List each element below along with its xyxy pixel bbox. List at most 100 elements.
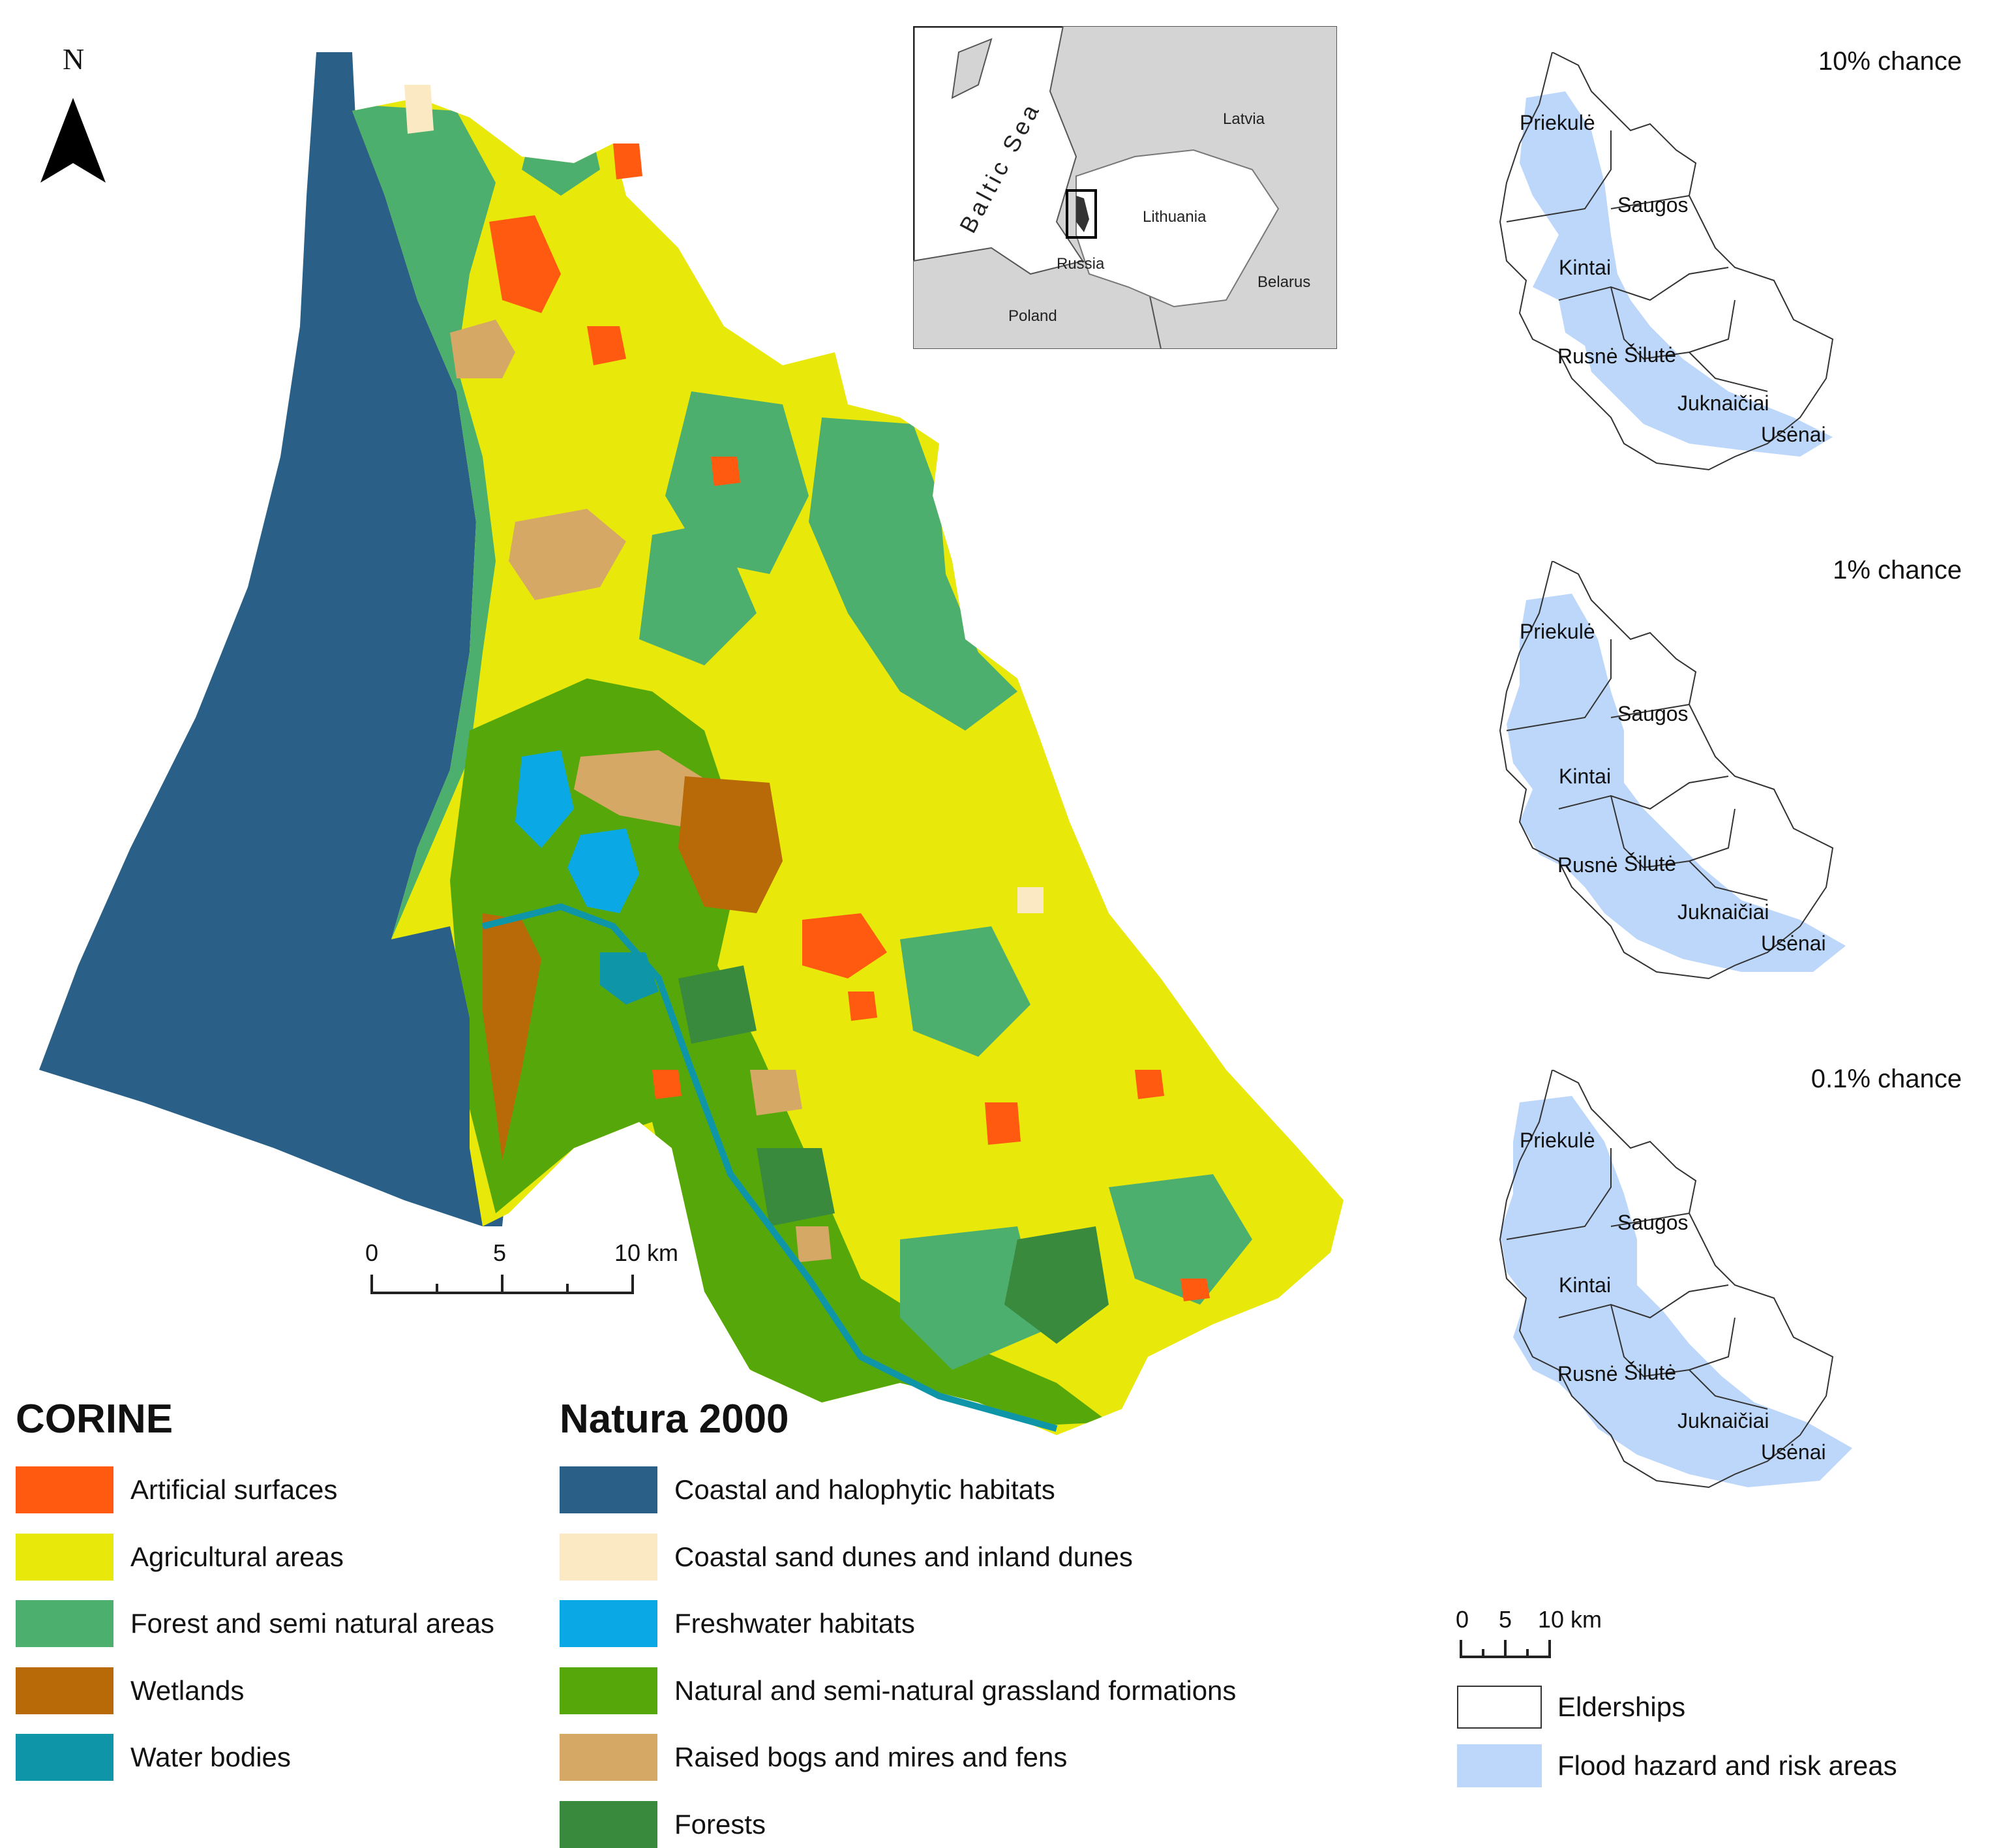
flood-hazard-area <box>1507 594 1846 972</box>
corine-legend-label: Forest and semi natural areas <box>130 1608 494 1639</box>
natura-legend-item: Coastal and halophytic habitats <box>560 1466 1055 1513</box>
dark-forest-patch-3 <box>757 1148 835 1226</box>
flood-hazard-area <box>1520 91 1833 457</box>
corine-legend-label: Artificial surfaces <box>130 1474 338 1505</box>
flood-legend-elderships: Elderships <box>1457 1686 1685 1729</box>
dark-forest-patch-1 <box>1004 1226 1109 1344</box>
corine-legend-item: Forest and semi natural areas <box>16 1600 494 1647</box>
freshwater-lake-1 <box>567 828 639 913</box>
flood-map <box>1499 561 1846 980</box>
natura-legend-swatch <box>560 1533 657 1581</box>
eldership-label: Kintai <box>1559 765 1612 788</box>
inset-study-area-shape <box>1076 196 1089 232</box>
eldership-boundary <box>1499 561 1834 980</box>
eldership-label: Šilutė <box>1624 1361 1677 1384</box>
artificial-surface-5 <box>711 457 740 486</box>
inset-label-lithuania: Lithuania <box>1143 208 1207 226</box>
eldership-internal-boundaries <box>1506 130 1768 392</box>
eldership-label: Priekulė <box>1520 111 1595 134</box>
flood-scale-bar <box>1460 1640 1551 1658</box>
sand-dune-2 <box>1017 887 1044 913</box>
natura-legend-item: Coastal sand dunes and inland dunes <box>560 1533 1133 1581</box>
natura-legend-label: Forests <box>674 1808 766 1840</box>
eldership-label: Usėnai <box>1761 423 1826 446</box>
raised-bog-1 <box>450 320 515 378</box>
corine-legend-swatch <box>16 1533 113 1581</box>
eldership-label: Juknaičiai <box>1677 900 1769 924</box>
corine-legend-title: CORINE <box>16 1397 173 1442</box>
eldership-label: Rusnė <box>1557 344 1618 368</box>
eldership-label: Priekulė <box>1520 1128 1595 1152</box>
flood-scale-label-0: 0 <box>1456 1606 1469 1633</box>
main-scale-label-5: 5 <box>493 1239 507 1266</box>
eldership-internal-boundaries <box>1506 1148 1768 1410</box>
freshwater-lake-2 <box>515 750 574 848</box>
elderships-swatch <box>1457 1686 1542 1729</box>
natura-legend-swatch <box>560 1667 657 1714</box>
inset-study-area-box <box>1066 189 1097 239</box>
forest-patch-center <box>639 522 757 665</box>
flood-map-title: 10% chance <box>1818 47 1962 76</box>
corine-legend-item: Wetlands <box>16 1667 244 1714</box>
eldership-label: Saugos <box>1617 193 1689 217</box>
natura-legend-label: Coastal and halophytic habitats <box>674 1474 1055 1505</box>
artificial-surface-3 <box>802 913 887 978</box>
forest-patch-east-5 <box>900 1226 1044 1370</box>
eldership-label: Saugos <box>1617 1211 1689 1234</box>
river <box>481 903 1058 1432</box>
eldership-label: Kintai <box>1559 256 1612 279</box>
flood-hazard-legend-label: Flood hazard and risk areas <box>1557 1750 1897 1781</box>
eldership-label: Saugos <box>1617 702 1689 725</box>
flood-hazard-swatch <box>1457 1744 1542 1787</box>
inset-label-russia: Russia <box>1057 255 1105 273</box>
corine-legend-item: Artificial surfaces <box>16 1466 337 1513</box>
eldership-label: Usėnai <box>1761 1440 1826 1464</box>
natura-legend-swatch <box>560 1800 657 1848</box>
natura-legend-item: Freshwater habitats <box>560 1600 915 1647</box>
artificial-surface-7 <box>848 992 877 1021</box>
forest-patch-east-1 <box>809 417 1017 731</box>
natura-legend-item: Natural and semi-natural grassland forma… <box>560 1667 1236 1714</box>
natura-legend-swatch <box>560 1600 657 1647</box>
flood-hazard-area <box>1500 1096 1852 1487</box>
wetland-coast <box>483 913 541 1161</box>
inset-land-west <box>951 38 993 99</box>
natura-legend-label: Natural and semi-natural grassland forma… <box>674 1674 1237 1706</box>
flood-map-title: 1% chance <box>1833 556 1962 584</box>
artificial-surface-10 <box>652 1070 682 1099</box>
main-scale-label-0: 0 <box>365 1239 379 1266</box>
eldership-internal-boundaries <box>1506 639 1768 901</box>
eldership-label: Juknaičiai <box>1677 391 1769 415</box>
eldership-label: Kintai <box>1559 1273 1612 1297</box>
forest-patch-east-3 <box>900 926 1030 1057</box>
eldership-label: Šilutė <box>1624 852 1677 875</box>
natura-legend-title: Natura 2000 <box>560 1397 789 1442</box>
inset-locator-map: Baltic Sea Latvia Lithuania Russia Belar… <box>913 26 1337 349</box>
raised-bog-5 <box>796 1226 832 1262</box>
eldership-label: Juknaičiai <box>1677 1409 1769 1432</box>
north-arrow-letter: N <box>63 42 85 76</box>
eldership-label: Šilutė <box>1624 343 1677 367</box>
flood-scale-label-10: 10 km <box>1538 1606 1602 1633</box>
corine-legend-swatch <box>16 1734 113 1781</box>
corine-legend-label: Water bodies <box>130 1742 291 1772</box>
artificial-surface-1 <box>489 215 561 313</box>
wetland-large <box>678 776 783 913</box>
dark-forest-patch-2 <box>678 965 757 1044</box>
inset-label-belarus: Belarus <box>1257 273 1310 291</box>
artificial-surface-2 <box>613 144 642 179</box>
corine-legend-item: Water bodies <box>16 1734 291 1781</box>
natura-legend-swatch <box>560 1734 657 1781</box>
eldership-boundary <box>1499 52 1834 471</box>
raised-bog-2 <box>509 509 626 600</box>
eldership-label: Priekulė <box>1520 620 1595 643</box>
elderships-legend-label: Elderships <box>1557 1691 1686 1722</box>
inset-label-poland: Poland <box>1008 307 1057 325</box>
north-arrow-icon <box>40 98 106 183</box>
corine-legend-swatch <box>16 1667 113 1714</box>
artificial-surface-8 <box>1135 1070 1164 1099</box>
main-land-use-map <box>39 52 1344 1435</box>
corine-legend-item: Agricultural areas <box>16 1533 344 1581</box>
natura-legend-label: Freshwater habitats <box>674 1608 915 1639</box>
corine-legend-label: Wetlands <box>130 1674 245 1706</box>
